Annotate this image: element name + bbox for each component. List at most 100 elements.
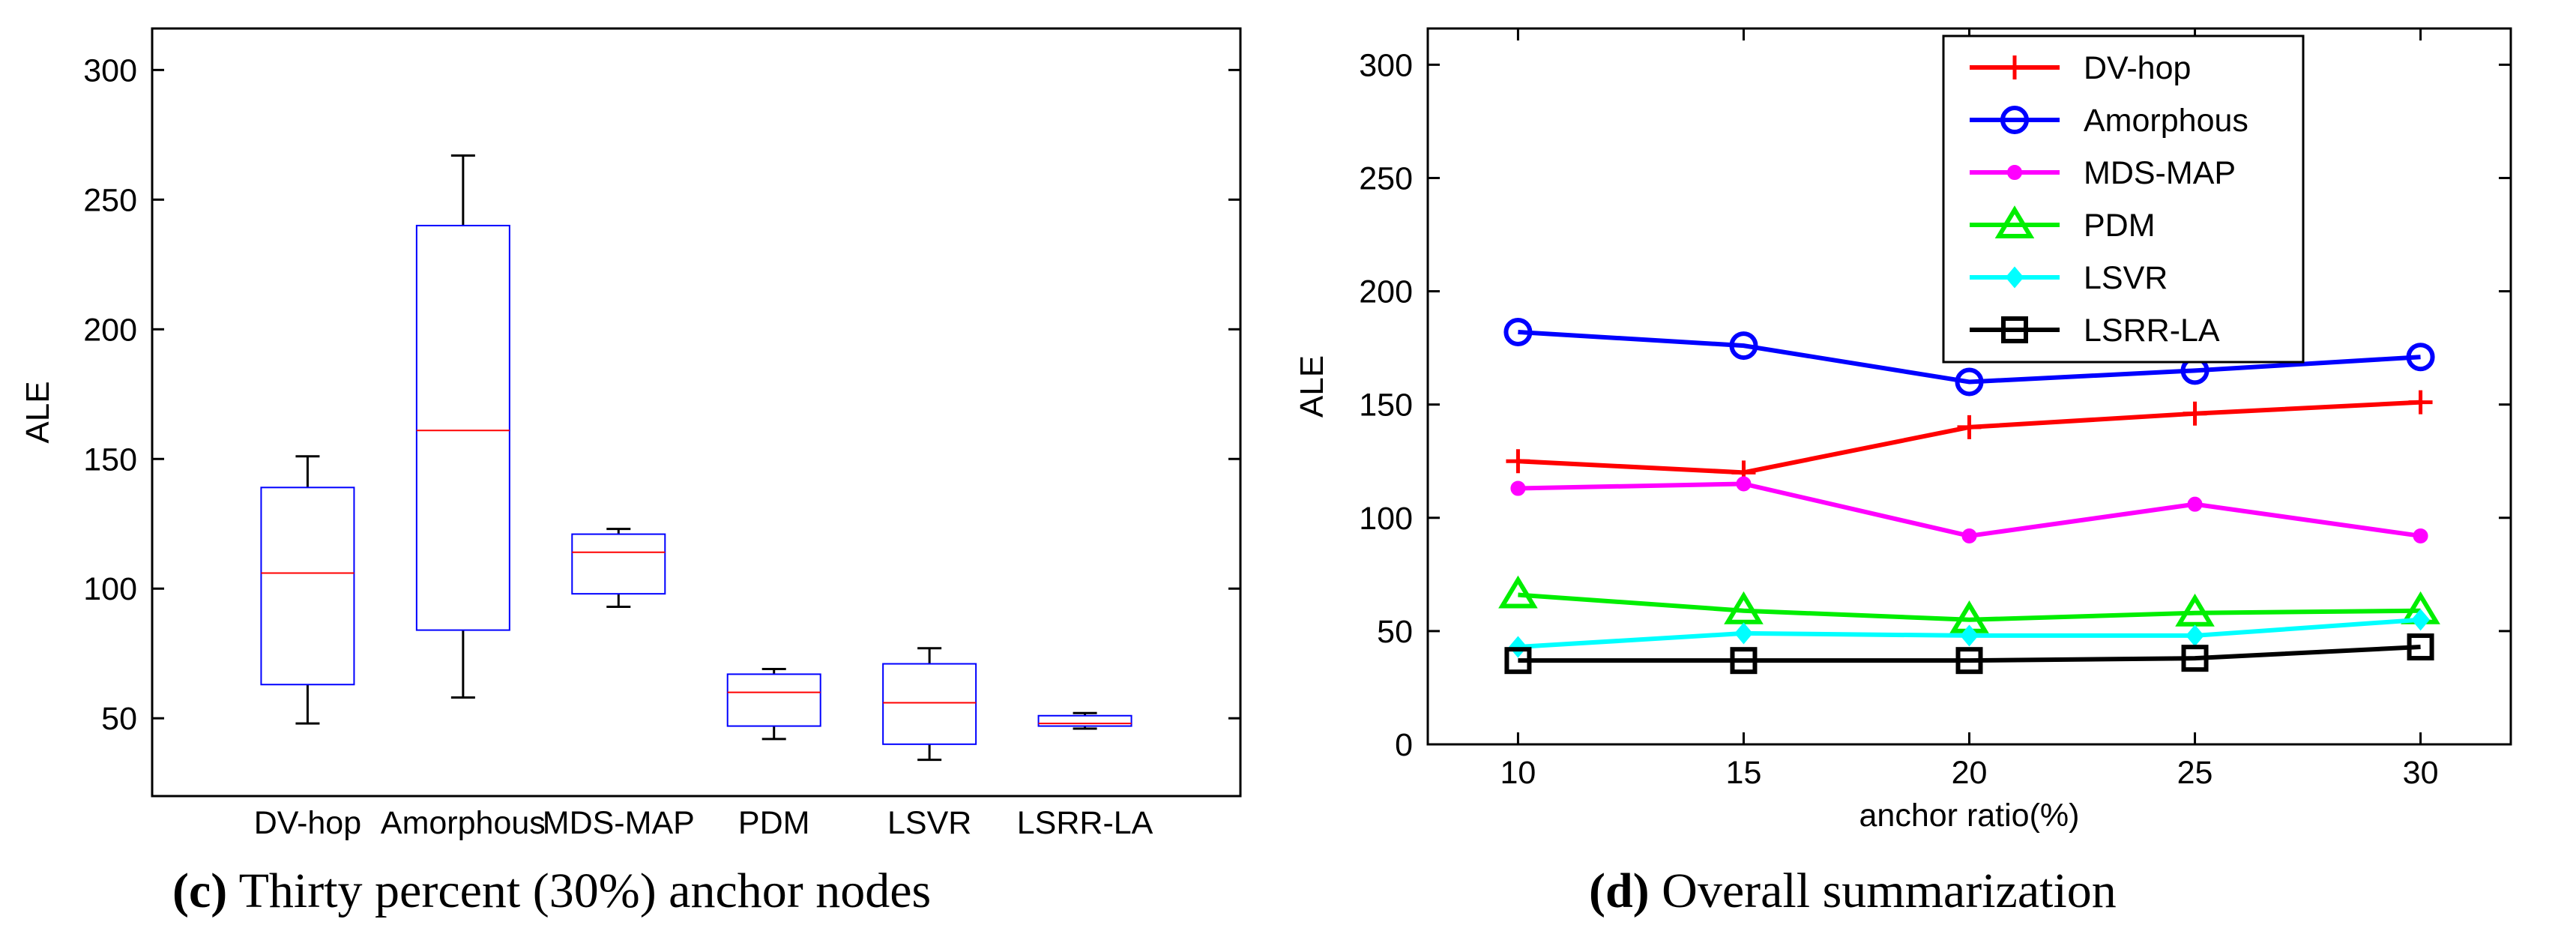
data-point	[1503, 317, 1533, 346]
series-line	[1518, 592, 2421, 622]
legend-entry-pdm: PDM	[1970, 205, 2156, 244]
data-point	[1734, 622, 1753, 645]
data-point	[2413, 528, 2428, 543]
y-tick-label: 0	[1395, 727, 1413, 763]
legend-entry-amorphous: Amorphous	[1970, 103, 2248, 139]
caption-c: (c) Thirty percent (30%) anchor nodes	[172, 864, 931, 918]
y-tick-label: 300	[1359, 47, 1413, 83]
series-amorphous	[1503, 317, 2435, 397]
legend-label: DV-hop	[2084, 50, 2191, 86]
series-dv-hop	[1506, 390, 2433, 485]
caption-c-text: Thirty percent (30%) anchor nodes	[239, 864, 932, 918]
data-point	[1506, 449, 1530, 474]
caption-d-label: (d)	[1589, 864, 1650, 918]
series-line	[1518, 645, 2421, 663]
data-point	[2003, 55, 2027, 79]
caption-d-text: Overall summarization	[1662, 864, 2117, 918]
series-line	[1518, 481, 2422, 539]
series-pdm	[1498, 575, 2440, 633]
legend-label: LSVR	[2084, 260, 2168, 296]
data-point	[2408, 390, 2433, 415]
data-point	[2406, 343, 2435, 372]
data-point	[2407, 633, 2434, 661]
x-tick-label: 30	[2403, 755, 2439, 791]
data-point	[2000, 106, 2029, 134]
y-tick-label: 250	[83, 182, 137, 218]
caption-c-label: (c)	[172, 864, 227, 918]
y-axis-label: ALE	[1294, 355, 1330, 418]
x-tick-label: MDS-MAP	[543, 805, 695, 841]
y-axis-label: ALE	[19, 381, 56, 443]
x-tick-label: 20	[1952, 755, 1988, 791]
box-lsrr-la	[1037, 711, 1132, 730]
data-point	[1509, 636, 1527, 658]
x-tick-label: 25	[2177, 755, 2213, 791]
box-mds-map	[571, 528, 666, 608]
legend-label: MDS-MAP	[2084, 155, 2236, 191]
data-point	[2175, 593, 2215, 627]
box-lsvr	[882, 647, 977, 762]
y-tick-label: 200	[83, 312, 137, 348]
legend-label: LSRR-LA	[2084, 313, 2220, 349]
legend-entry-lsrr-la: LSRR-LA	[1970, 313, 2220, 349]
x-tick-label: PDM	[738, 805, 810, 841]
svg-text:(d) Overall summarization: (d) Overall summarization	[1589, 864, 2117, 918]
x-tick-label: LSRR-LA	[1017, 805, 1153, 841]
series-mds-map	[1510, 476, 2428, 543]
data-point	[1729, 331, 1758, 361]
box-dv-hop	[260, 455, 355, 725]
data-point	[1510, 480, 1526, 496]
iqr-box	[882, 663, 977, 745]
y-tick-label: 200	[1359, 274, 1413, 310]
legend-entry-dv-hop: DV-hop	[1970, 50, 2191, 86]
line-chart-panel: 0 50 100 150 200 250 300 10 15 20 25 30 anchor ratio…	[1294, 27, 2512, 834]
y-tick-label: 250	[1359, 160, 1413, 196]
x-tick-label: 10	[1500, 755, 1536, 791]
box-amorphous	[415, 154, 510, 699]
data-point	[1504, 647, 1532, 675]
data-point	[2411, 609, 2430, 631]
legend-label: PDM	[2084, 208, 2156, 244]
y-tick-label: 50	[101, 701, 137, 737]
y-tick-label: 50	[1377, 614, 1413, 650]
series-lsvr	[1509, 609, 2430, 658]
data-point	[1957, 415, 1982, 439]
x-tick-label: DV-hop	[254, 805, 361, 841]
caption-d: (d) Overall summarization	[1589, 864, 2117, 918]
y-tick-label: 100	[1359, 501, 1413, 537]
x-tick-label: Amorphous	[381, 805, 546, 841]
series-line	[1518, 329, 2421, 385]
data-point	[2187, 496, 2203, 512]
data-point	[2007, 165, 2022, 180]
data-point	[1955, 367, 1984, 397]
iqr-box	[726, 673, 821, 727]
data-point	[2001, 316, 2028, 343]
plot-frame	[151, 27, 1242, 798]
iqr-box	[260, 486, 355, 686]
data-point	[1730, 647, 1758, 675]
iqr-box	[1037, 714, 1132, 727]
data-point	[2186, 624, 2204, 647]
data-point	[2181, 645, 2209, 672]
x-axis-label: anchor ratio(%)	[1859, 798, 2080, 834]
data-point	[1724, 591, 1764, 624]
y-tick-label: 150	[83, 442, 137, 477]
box-pdm	[726, 667, 821, 741]
data-point	[1961, 528, 1977, 543]
data-point	[1994, 205, 2035, 238]
data-point	[2183, 401, 2207, 426]
data-point	[2005, 266, 2024, 289]
svg-text:(c) Thirty percent (30%) ancho: (c) Thirty percent (30%) anchor nodes	[172, 864, 931, 918]
data-point	[1955, 647, 1983, 675]
legend-entry-lsvr: LSVR	[1970, 260, 2168, 296]
y-tick-label: 150	[1359, 388, 1413, 424]
legend: DV-hop Amorphous MDS-MAP PDM LSVR LSRR-LA	[1942, 34, 2305, 364]
legend-entry-mds-map: MDS-MAP	[1970, 155, 2236, 191]
iqr-box	[571, 533, 666, 595]
x-tick-label: 15	[1726, 755, 1762, 791]
data-point	[1960, 624, 1979, 647]
iqr-box	[415, 224, 510, 631]
data-point	[1498, 575, 1538, 609]
legend-box	[1942, 34, 2305, 364]
